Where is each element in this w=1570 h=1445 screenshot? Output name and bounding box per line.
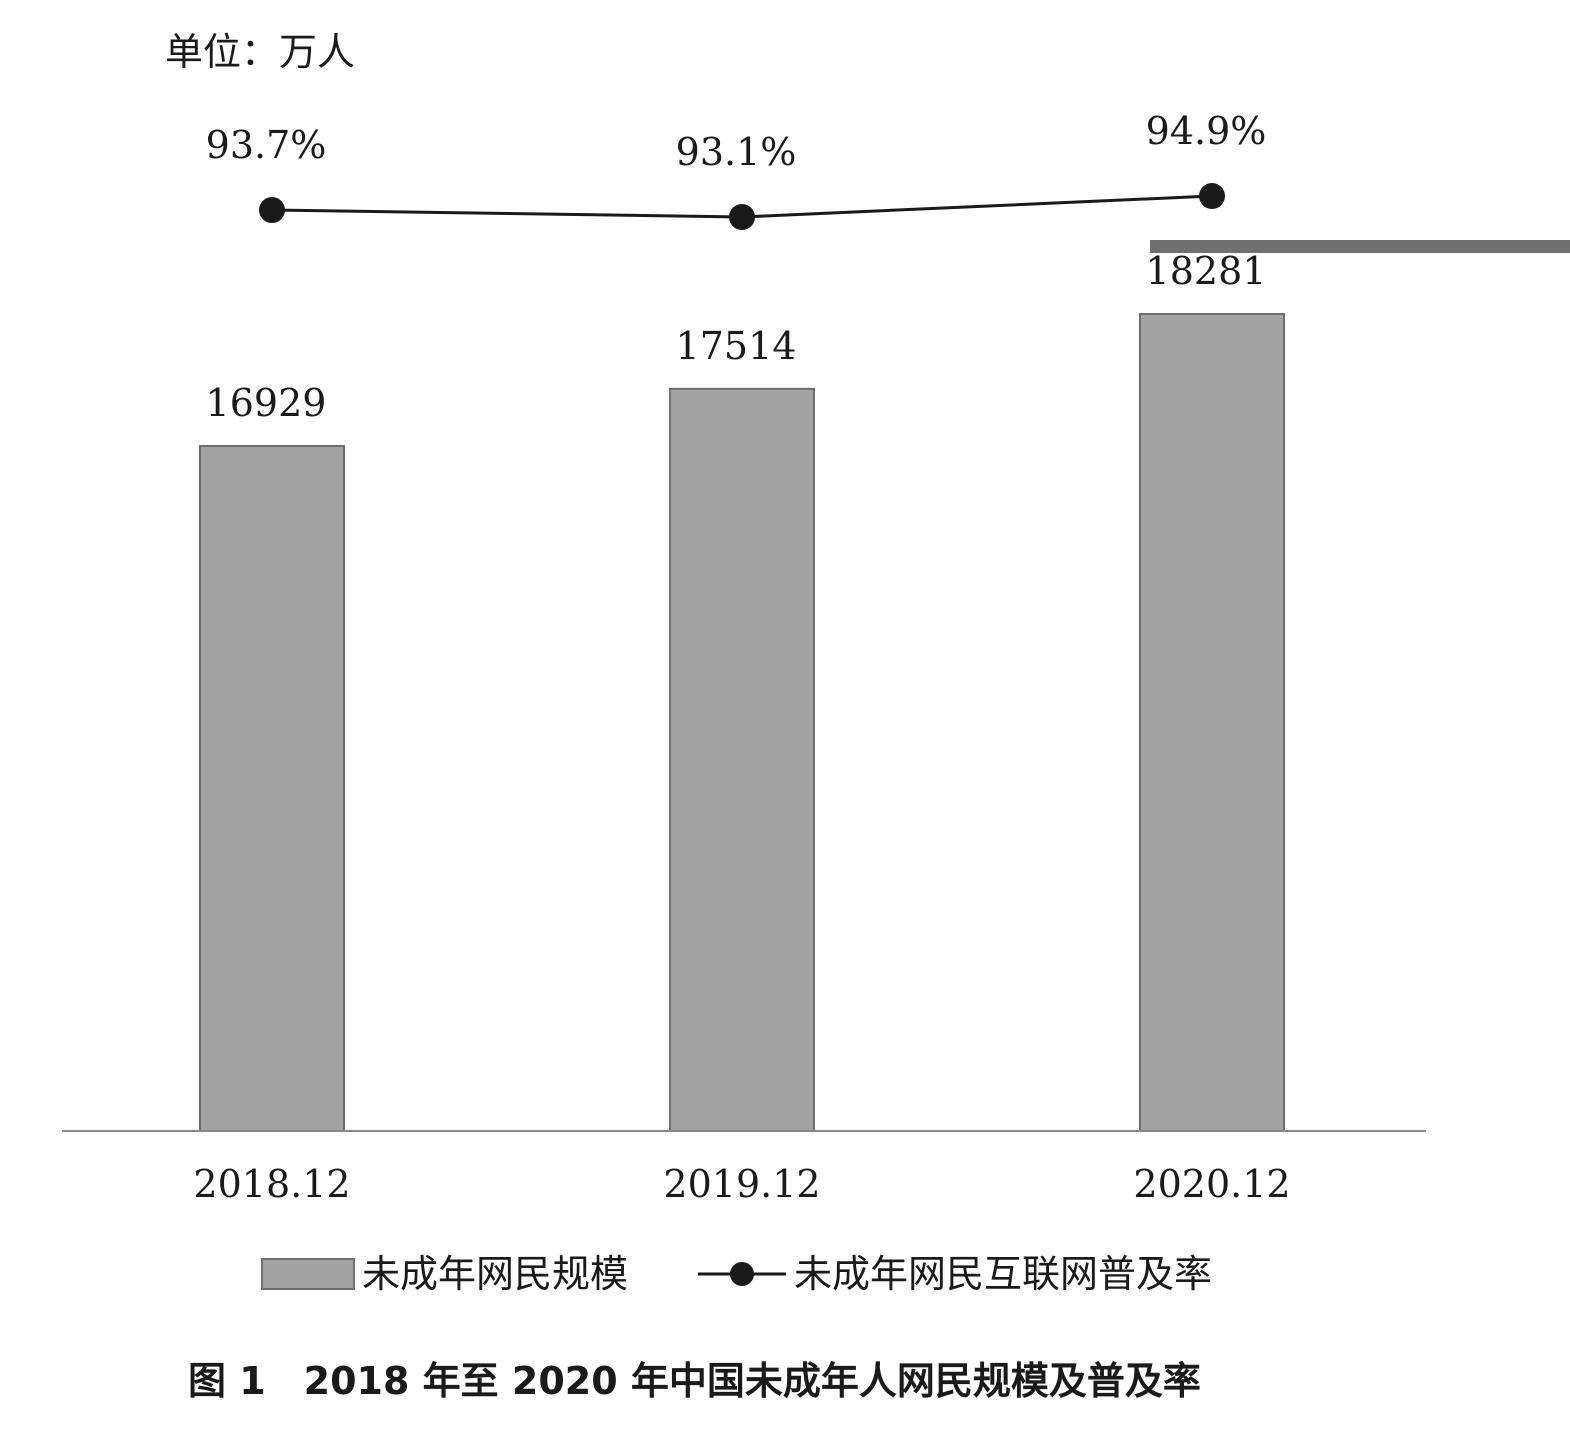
bar-value-label: 16929 xyxy=(206,381,327,425)
ticks-layer: 2018.12 2019.12 2020.12 xyxy=(193,1162,1290,1206)
labels-layer: 16929 17514 18281 93.7% 93.1% 94.9% xyxy=(206,109,1267,425)
bar-2018.12 xyxy=(199,445,345,1132)
x-tick-label: 2019.12 xyxy=(663,1162,820,1206)
x-tick-label: 2018.12 xyxy=(193,1162,350,1206)
rate-value-label: 93.1% xyxy=(676,130,797,174)
bar-value-label: 18281 xyxy=(1146,249,1267,293)
line-layer xyxy=(259,183,1225,230)
bar-value-label: 17514 xyxy=(676,324,797,368)
rate-value-label: 94.9% xyxy=(1146,109,1267,153)
scan-artifact xyxy=(1150,240,1570,253)
rate-value-label: 93.7% xyxy=(206,123,327,167)
bar-2020.12 xyxy=(1139,313,1285,1132)
rate-point-2020.12 xyxy=(1199,183,1225,209)
bars-layer xyxy=(199,313,1285,1132)
rate-point-2019.12 xyxy=(729,204,755,230)
legend: 未成年网民规模 未成年网民互联网普及率 xyxy=(261,1252,1212,1296)
rate-point-2018.12 xyxy=(259,197,285,223)
legend-bar-swatch xyxy=(261,1258,355,1290)
legend-line-label: 未成年网民互联网普及率 xyxy=(794,1252,1212,1296)
x-tick-label: 2020.12 xyxy=(1133,1162,1290,1206)
legend-line-marker xyxy=(730,1262,754,1286)
unit-label: 单位：万人 xyxy=(165,30,355,74)
figure-caption: 图 1 2018 年至 2020 年中国未成年人网民规模及普及率 xyxy=(188,1359,1201,1403)
bar-2019.12 xyxy=(669,387,815,1132)
legend-bar-label: 未成年网民规模 xyxy=(362,1252,628,1296)
